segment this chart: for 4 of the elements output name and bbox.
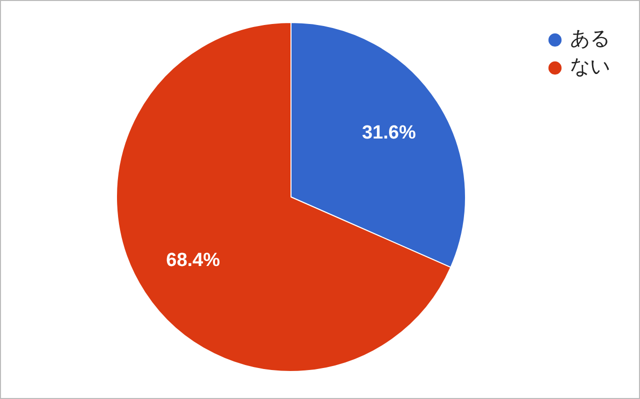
data-label: 68.4% [166,250,220,272]
data-label: 31.6% [362,122,416,144]
legend-label: ない [570,54,610,78]
legend-label: ある [570,26,610,50]
